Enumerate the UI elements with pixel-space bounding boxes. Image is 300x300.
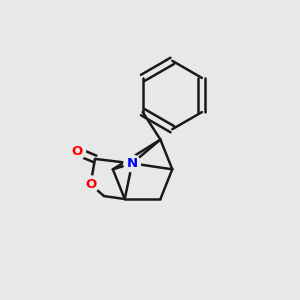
Text: O: O [72,145,83,158]
Text: N: N [127,157,138,170]
Text: O: O [85,178,96,191]
Circle shape [82,176,99,193]
Circle shape [69,143,85,160]
Circle shape [124,155,140,172]
